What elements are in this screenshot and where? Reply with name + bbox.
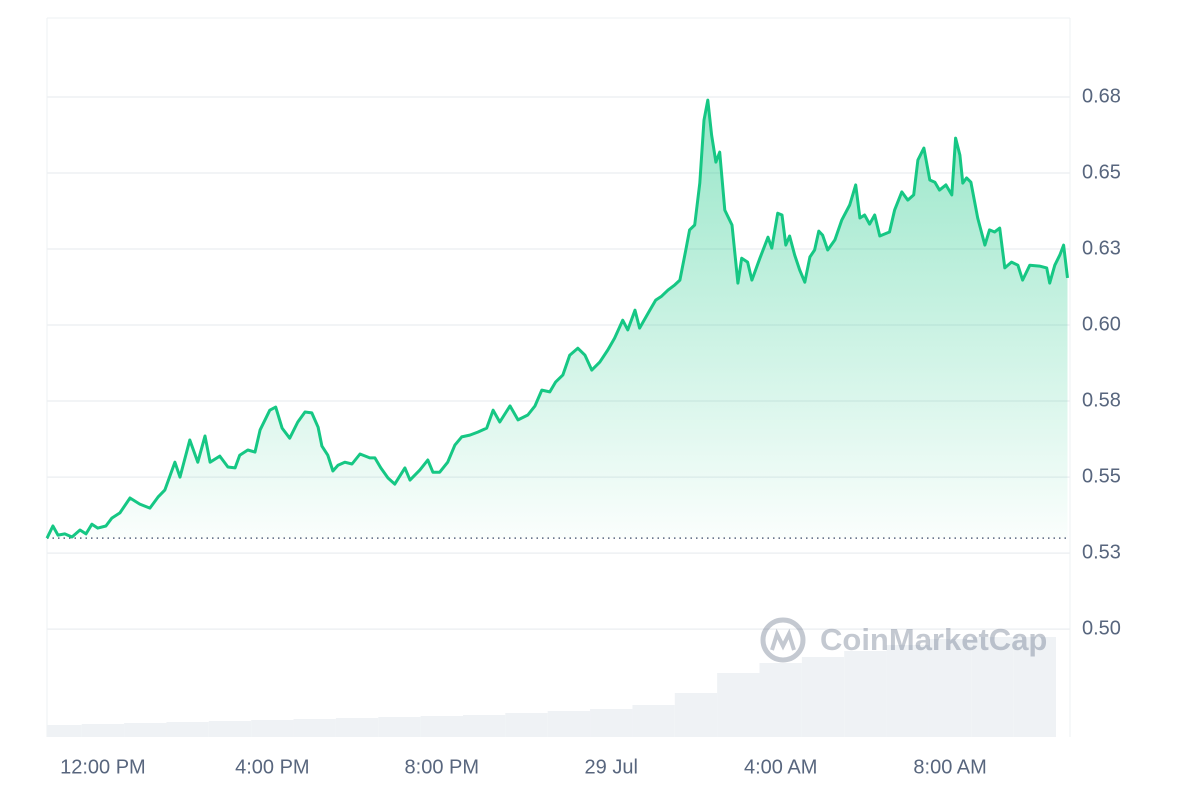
volume-bar bbox=[124, 723, 167, 737]
volume-bar bbox=[166, 722, 209, 737]
volume-bar bbox=[335, 718, 379, 737]
volume-bar bbox=[505, 713, 548, 737]
volume-bar bbox=[378, 717, 421, 737]
volume-bar bbox=[547, 711, 591, 737]
y-tick-label: 0.68 bbox=[1082, 85, 1121, 107]
volume-bar bbox=[420, 716, 463, 737]
volume-bar bbox=[674, 693, 718, 737]
y-tick-label: 0.60 bbox=[1082, 313, 1121, 335]
x-tick-label: 8:00 PM bbox=[405, 756, 479, 778]
volume-bar bbox=[47, 725, 82, 737]
y-tick-label: 0.63 bbox=[1082, 237, 1121, 259]
volume-bar bbox=[844, 651, 887, 737]
y-tick-label: 0.55 bbox=[1082, 465, 1121, 487]
x-tick-label: 29 Jul bbox=[585, 756, 638, 778]
price-line bbox=[45, 98, 1069, 539]
watermark: CoinMarketCap bbox=[760, 617, 1047, 663]
volume-bar bbox=[293, 719, 336, 737]
volume-bar bbox=[886, 645, 929, 737]
volume-bar bbox=[81, 724, 125, 737]
x-tick-label: 12:00 PM bbox=[60, 756, 146, 778]
watermark-logo bbox=[770, 628, 796, 651]
label-layer: 0.50 0.53 0.55 0.58 0.60 0.63 0.65 0.68 12:00 PM… bbox=[60, 85, 1121, 778]
volume-bar bbox=[717, 673, 760, 737]
volume-bar bbox=[462, 715, 506, 737]
volume-bar bbox=[801, 657, 845, 737]
volume-bar bbox=[971, 637, 1014, 737]
y-tick-label: 0.65 bbox=[1082, 161, 1121, 183]
volume-bar bbox=[632, 705, 675, 737]
volume-bar bbox=[928, 639, 972, 737]
x-tick-label: 8:00 AM bbox=[913, 756, 986, 778]
volume-bar bbox=[251, 720, 294, 737]
watermark-text: CoinMarketCap bbox=[820, 622, 1047, 657]
price-area bbox=[47, 100, 1068, 539]
volume-bar bbox=[759, 663, 802, 737]
watermark-logo bbox=[760, 617, 806, 663]
y-tick-label: 0.50 bbox=[1082, 617, 1121, 639]
x-tick-label: 4:00 AM bbox=[744, 756, 817, 778]
plot-layer bbox=[45, 98, 1070, 539]
volume-bar bbox=[590, 709, 633, 737]
volume-layer bbox=[47, 637, 1057, 737]
y-tick-label: 0.53 bbox=[1082, 541, 1121, 563]
volume-bar bbox=[208, 721, 252, 737]
x-tick-label: 4:00 PM bbox=[235, 756, 309, 778]
volume-bar bbox=[1013, 637, 1057, 737]
y-tick-label: 0.58 bbox=[1082, 389, 1121, 411]
